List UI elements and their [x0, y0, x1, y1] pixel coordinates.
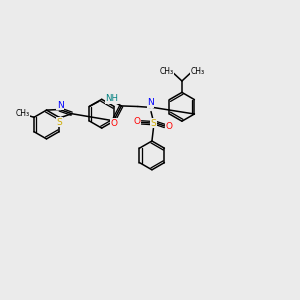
Text: NH: NH — [105, 94, 119, 103]
Text: O: O — [134, 117, 141, 126]
Text: CH₃: CH₃ — [159, 67, 173, 76]
Text: O: O — [166, 122, 172, 131]
Text: CH₃: CH₃ — [190, 67, 205, 76]
Text: CH₃: CH₃ — [16, 109, 30, 118]
Text: S: S — [57, 118, 63, 127]
Text: S: S — [151, 118, 156, 127]
Text: N: N — [147, 98, 154, 107]
Text: N: N — [57, 100, 64, 109]
Text: O: O — [111, 118, 118, 127]
